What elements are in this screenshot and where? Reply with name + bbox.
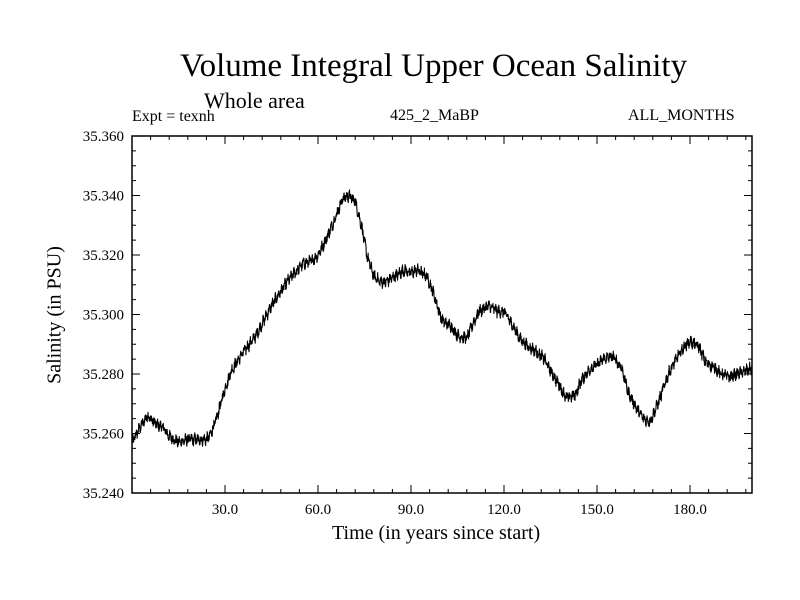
x-tick-label: 30.0: [212, 502, 238, 518]
y-tick-label: 35.300: [83, 308, 124, 324]
x-tick-label: 90.0: [398, 502, 424, 518]
series-group: [131, 189, 753, 448]
series-line-salinity: [131, 189, 753, 448]
x-tick-label: 120.0: [487, 502, 521, 518]
experiment-label: Expt = texnh: [132, 108, 215, 125]
chart-title: Volume Integral Upper Ocean Salinity: [180, 48, 688, 84]
months-label: ALL_MONTHS: [628, 107, 735, 124]
y-tick-label: 35.320: [83, 248, 124, 264]
x-axis-label: Time (in years since start): [332, 522, 541, 544]
tick-group: 30.0 60.0 90.0 120.0 150.0 180.0 35.240 35.260 3…: [83, 129, 752, 518]
y-tick-label: 35.280: [83, 367, 124, 383]
y-tick-label: 35.340: [83, 189, 124, 205]
chart-subtitle: Whole area: [204, 88, 305, 113]
x-tick-label: 60.0: [305, 502, 331, 518]
run-label: 425_2_MaBP: [390, 107, 479, 124]
x-tick-label: 180.0: [673, 502, 707, 518]
y-tick-label: 35.360: [83, 129, 124, 145]
y-tick-label: 35.260: [83, 427, 124, 443]
x-tick-label: 150.0: [580, 502, 614, 518]
y-tick-label: 35.240: [83, 486, 124, 502]
y-axis-label: Salinity (in PSU): [43, 246, 66, 384]
